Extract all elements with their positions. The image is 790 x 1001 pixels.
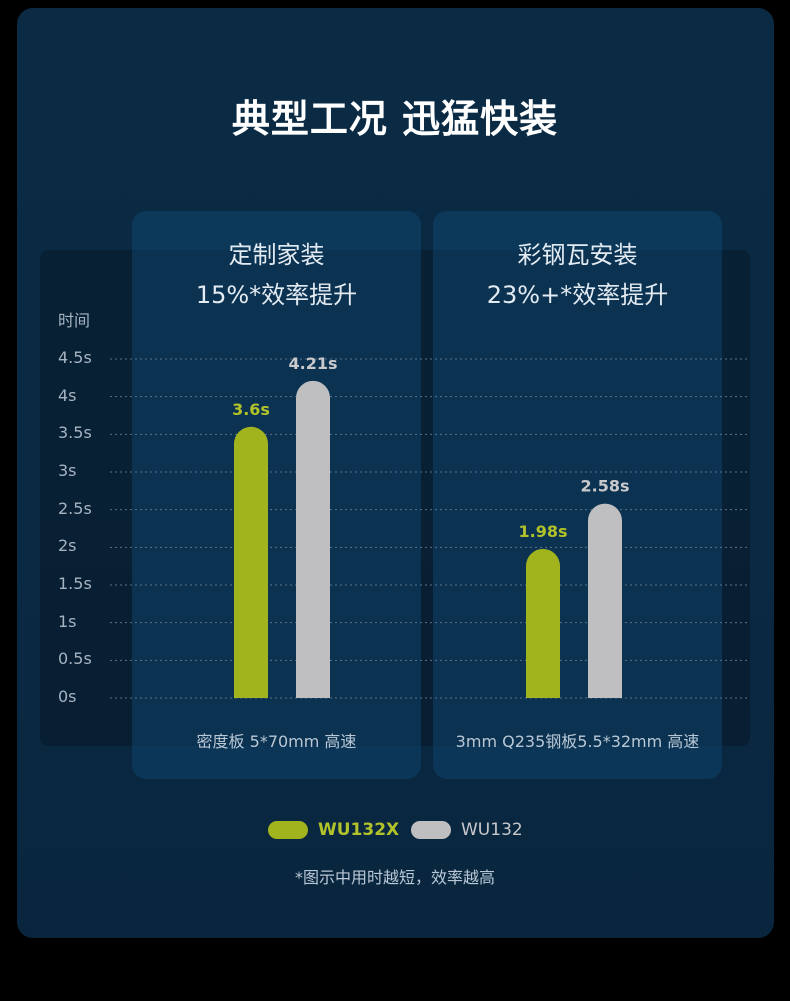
footnote: *图示中用时越短，效率越高 bbox=[294, 868, 495, 887]
page-title: 典型工况 迅猛快装 bbox=[231, 97, 559, 141]
legend-label: WU132 bbox=[461, 820, 523, 840]
panel-steel-tile: 彩钢瓦安装 23%+*效率提升 3mm Q235钢板5.5*32mm 高速 bbox=[433, 211, 722, 779]
y-tick-label: 2.5s bbox=[58, 498, 92, 518]
y-tick-label: 3s bbox=[58, 461, 77, 480]
plot-area bbox=[40, 250, 750, 746]
y-tick-label: 1.5s bbox=[58, 574, 92, 593]
bar-wu132-0 bbox=[296, 380, 330, 698]
bar-wu132x-0 bbox=[234, 426, 268, 698]
y-axis-label: 时间 bbox=[58, 311, 91, 330]
panel-custom-decoration: 定制家装 15%*效率提升 密度板 5*70mm 高速 bbox=[132, 211, 421, 779]
legend-item-wu132x: WU132X bbox=[268, 820, 399, 840]
panel-condition: 3mm Q235钢板5.5*32mm 高速 bbox=[455, 732, 700, 751]
bar-value-label: 3.6s bbox=[232, 400, 270, 419]
panel-subtitle: 15%*效率提升 bbox=[195, 281, 358, 309]
legend-swatch bbox=[411, 821, 451, 839]
bar-value-label: 2.58s bbox=[581, 477, 630, 496]
panel-title: 彩钢瓦安装 bbox=[517, 241, 638, 269]
y-tick-label: 4s bbox=[58, 385, 77, 405]
y-tick-label: 4.5s bbox=[58, 348, 92, 367]
y-tick-label: 3.5s bbox=[58, 423, 92, 443]
legend-swatch bbox=[268, 821, 308, 839]
panel-condition: 密度板 5*70mm 高速 bbox=[196, 732, 357, 751]
panel-title: 定制家装 bbox=[228, 241, 325, 269]
legend-item-wu132: WU132 bbox=[411, 820, 523, 840]
legend-label: WU132X bbox=[318, 820, 400, 840]
y-tick-label: 0.5s bbox=[58, 649, 92, 669]
bar-value-label: 1.98s bbox=[519, 522, 568, 541]
panel-subtitle: 23%+*效率提升 bbox=[486, 281, 669, 309]
y-tick-label: 1s bbox=[58, 611, 77, 631]
bar-value-label: 4.21s bbox=[289, 354, 338, 373]
y-tick-label: 2s bbox=[58, 536, 77, 556]
bar-wu132x-1 bbox=[526, 548, 560, 698]
y-tick-label: 0s bbox=[58, 687, 77, 706]
bar-wu132-1 bbox=[588, 503, 622, 698]
